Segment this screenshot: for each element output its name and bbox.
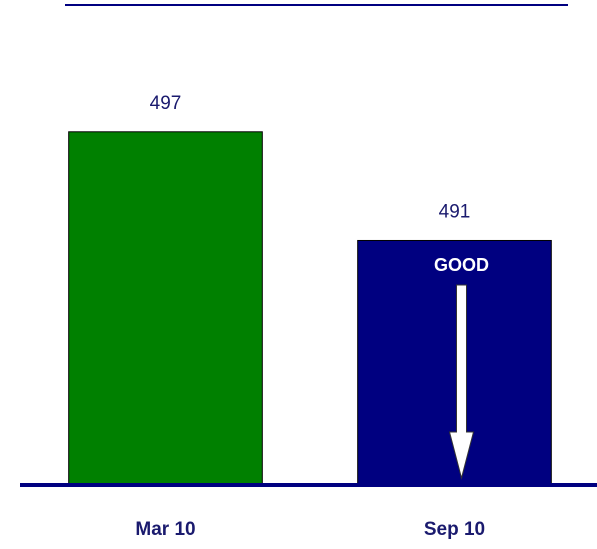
value-label: 497 [150, 93, 182, 114]
arrow [448, 284, 475, 480]
bar [68, 131, 263, 486]
annotation: GOOD [434, 255, 489, 275]
value-label: 491 [439, 201, 471, 222]
x-tick-label: Sep 10 [424, 519, 485, 540]
x-tick-label: Mar 10 [135, 519, 195, 540]
